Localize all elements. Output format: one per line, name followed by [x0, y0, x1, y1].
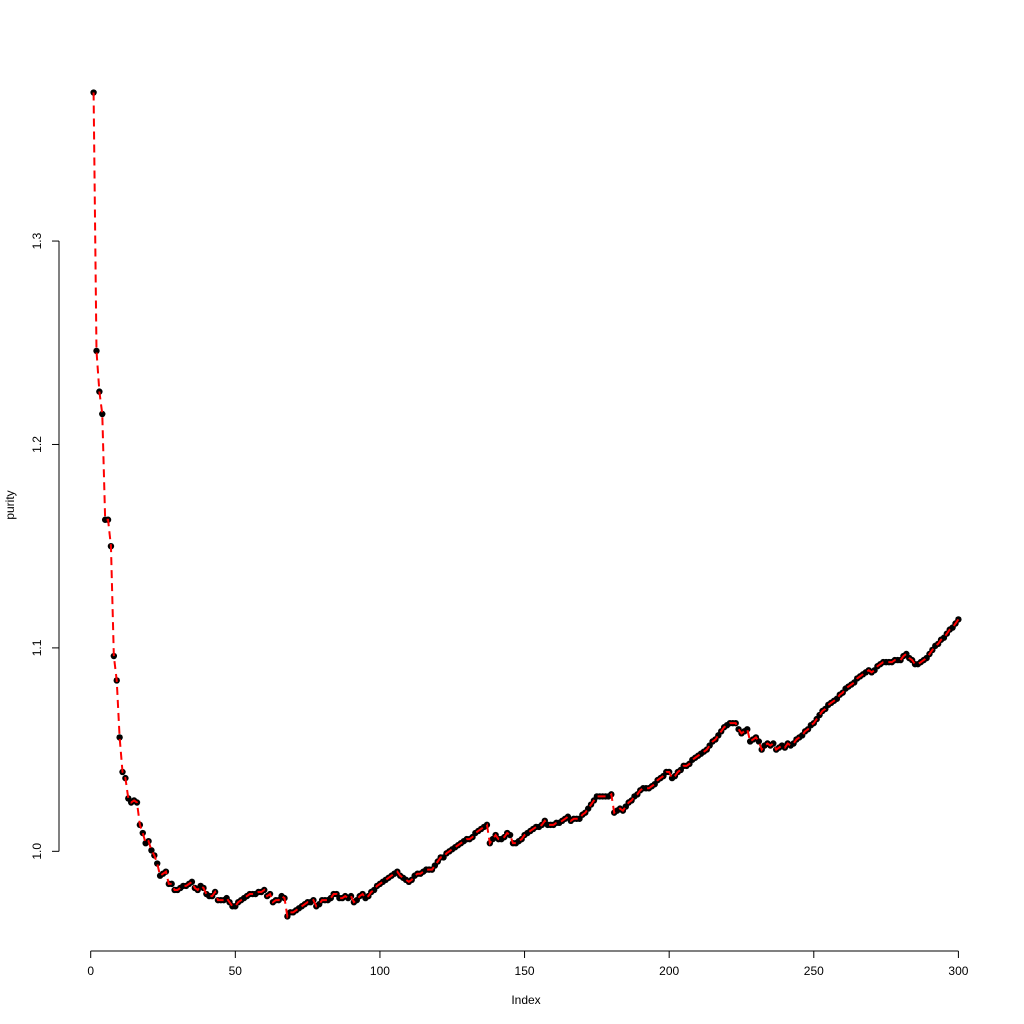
y-axis-label: purity — [3, 490, 17, 519]
x-tick-label: 150 — [515, 964, 535, 978]
data-point — [116, 734, 123, 741]
y-tick-label: 1.0 — [30, 843, 44, 860]
data-point — [755, 738, 763, 745]
x-tick-label: 0 — [87, 964, 94, 978]
data-point — [154, 860, 161, 867]
x-tick-label: 300 — [948, 964, 968, 978]
data-point — [744, 726, 751, 733]
x-tick-label: 200 — [659, 964, 679, 978]
x-tick-label: 50 — [229, 964, 243, 978]
y-tick-label: 1.3 — [30, 232, 44, 249]
y-tick-label: 1.2 — [30, 436, 44, 453]
data-line — [92, 92, 960, 919]
y-tick-label: 1.1 — [30, 639, 44, 656]
data-point — [168, 880, 175, 888]
x-tick-label: 100 — [370, 964, 390, 978]
data-point — [139, 829, 146, 837]
x-axis-label: Index — [511, 993, 540, 1007]
data-point — [148, 847, 155, 854]
data-point — [99, 410, 106, 418]
data-point — [93, 347, 100, 355]
x-tick-label: 250 — [804, 964, 824, 978]
